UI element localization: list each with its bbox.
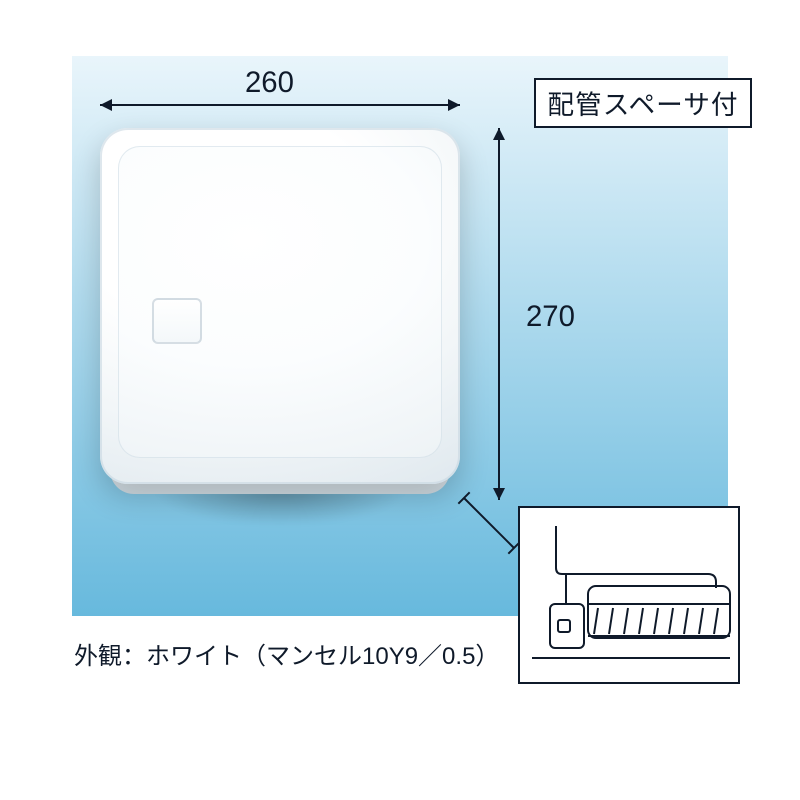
dimension-width-value: 260 xyxy=(245,66,294,100)
spacer-label: 配管スペーサ付 xyxy=(534,78,752,128)
dimension-width-arrow-right xyxy=(448,99,460,111)
product-box xyxy=(100,128,460,500)
diagram-canvas: 260 270 200 配管スペーサ付 外観：ホワイト（マンセル10Y9／0.5… xyxy=(0,0,800,800)
dimension-height-arrow-top xyxy=(493,128,505,140)
product-notch xyxy=(152,298,202,344)
dimension-width-arrow-left xyxy=(100,99,112,111)
appearance-caption: 外観：ホワイト（マンセル10Y9／0.5） xyxy=(74,636,499,671)
product-shadow xyxy=(130,490,430,540)
dimension-height-line xyxy=(498,128,500,500)
dimension-width-line xyxy=(100,104,460,106)
installation-lineart xyxy=(520,508,742,686)
dimension-height-arrow-bottom xyxy=(493,488,505,500)
installation-inset xyxy=(518,506,740,684)
spacer-label-text: 配管スペーサ付 xyxy=(547,90,738,120)
dimension-height-value: 270 xyxy=(526,300,575,334)
